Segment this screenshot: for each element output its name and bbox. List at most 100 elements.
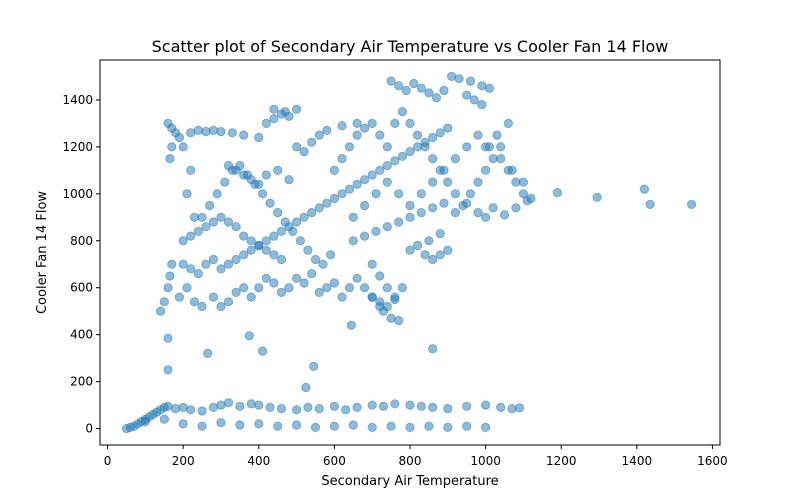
data-point [165,154,175,164]
data-point [552,188,563,198]
data-point [163,333,173,343]
data-point [201,222,211,232]
data-point [428,254,438,265]
data-point [390,399,400,409]
data-point [322,198,332,208]
data-point [223,259,234,269]
data-point [511,203,521,213]
data-point [503,118,513,129]
data-point [492,130,502,140]
data-point [208,217,218,227]
data-point [431,93,442,103]
data-point [216,212,226,222]
data-point [288,226,298,236]
data-point [405,147,415,157]
data-point [295,236,305,246]
data-point [443,123,453,133]
data-point [322,125,332,135]
data-point [310,254,321,265]
data-point [254,400,264,410]
data-point [307,208,317,218]
data-point [284,283,294,293]
data-point [375,301,385,312]
data-point [507,403,517,414]
data-point [155,306,166,316]
data-point [257,189,268,199]
data-point [216,127,226,137]
data-point [473,208,483,218]
data-point [239,231,249,241]
data-point [382,222,392,232]
data-point [205,200,215,211]
data-point [284,175,294,185]
data-point [291,273,302,283]
data-point [254,132,264,143]
data-point [499,210,510,220]
data-point [178,419,188,429]
data-point [488,203,498,213]
data-point [394,189,404,199]
data-point [216,418,226,428]
data-point [178,142,188,152]
data-point [375,271,385,281]
data-point [265,402,275,412]
data-point [329,421,339,431]
data-point [261,118,271,129]
data-point [280,107,290,117]
x-tick-label: 0 [104,454,112,468]
data-point [496,142,506,152]
data-point [443,403,453,414]
data-point [186,231,196,241]
y-tick-label: 200 [70,375,93,389]
data-point [428,132,438,143]
data-point [291,420,302,430]
data-point [390,118,400,129]
data-point [165,271,175,281]
data-point [522,196,532,206]
data-point [223,217,234,227]
data-point [159,297,169,307]
data-point [450,154,460,164]
data-point [193,226,203,236]
data-point [428,203,438,213]
data-point [639,184,650,194]
data-point [186,405,196,415]
data-point [443,422,453,432]
data-point [337,189,347,199]
data-point [167,142,177,152]
data-point [231,254,241,265]
y-tick-label: 1400 [62,93,93,107]
data-point [314,203,324,213]
data-point [246,292,256,302]
data-point [201,127,211,137]
data-point [352,179,362,189]
data-point [314,130,324,140]
y-tick-label: 1000 [62,187,93,201]
data-point [416,83,426,93]
data-point [178,236,188,246]
data-point [280,217,290,227]
data-point [394,315,404,326]
data-point [291,104,302,114]
data-point [367,170,377,180]
data-point [231,165,241,175]
data-point [239,250,249,260]
data-point [352,402,362,412]
data-point [261,170,271,180]
data-point [329,401,339,411]
data-point [239,170,249,180]
data-point [341,405,351,415]
data-point [382,142,392,152]
data-point [244,331,254,341]
data-point [344,184,355,194]
data-point [301,382,311,393]
data-point [645,199,655,209]
data-point [428,154,438,164]
data-point [462,142,472,152]
data-point [163,401,173,411]
data-point [484,142,494,152]
data-point [291,217,302,227]
y-axis: 0 200 400 600 800 1000 1200 1400 [62,93,100,436]
x-tick-label: 800 [399,454,422,468]
data-point [276,287,287,297]
